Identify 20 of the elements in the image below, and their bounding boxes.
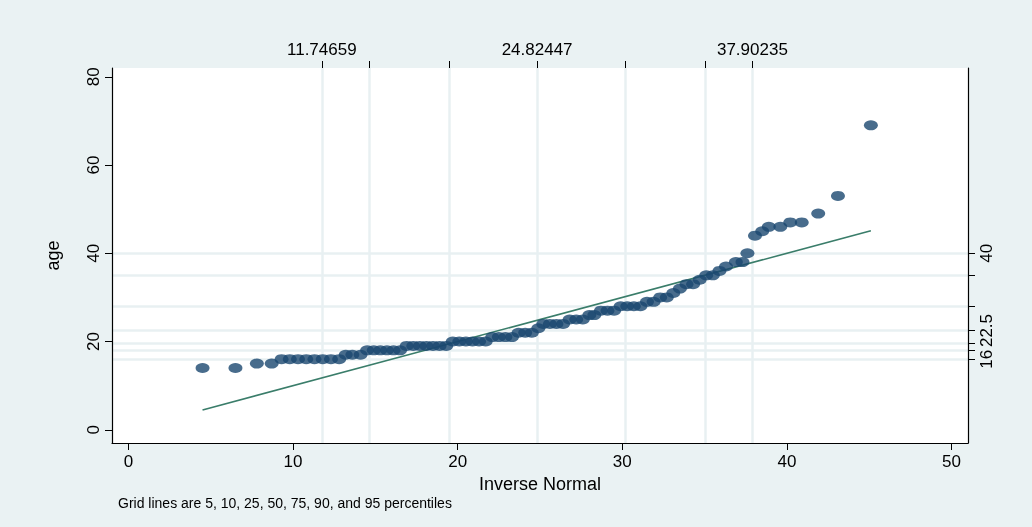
x-tick-label: 0 xyxy=(123,452,134,471)
text: Grid lines are 5, 10, 25, 50, 75, 90, and 95 percentiles xyxy=(118,495,452,511)
x-tick-label: 30 xyxy=(612,452,632,471)
y-axis-title: age xyxy=(43,240,63,271)
y2-tick-label: 40 xyxy=(977,243,996,263)
y2-tick-label: 22.5 xyxy=(977,313,996,348)
y-tick-label: 20 xyxy=(84,332,103,351)
x2-tick-label: 11.74659 xyxy=(287,40,357,59)
y-tick-label: 80 xyxy=(84,67,103,87)
x2-tick-label: 37.90235 xyxy=(716,40,788,59)
y-tick-label: 0 xyxy=(84,425,103,435)
y2-tick-label: 16 xyxy=(977,349,996,369)
x-tick-label: 50 xyxy=(942,452,961,471)
x-tick-label: 20 xyxy=(448,452,468,471)
x2-tick-label: 24.82447 xyxy=(501,40,573,59)
x-tick-label: 40 xyxy=(777,452,797,471)
x-tick-label: 10 xyxy=(283,452,303,471)
x-axis-title: Inverse Normal xyxy=(478,473,602,494)
y-tick-label: 40 xyxy=(84,243,103,263)
y-tick-label: 60 xyxy=(84,155,103,175)
